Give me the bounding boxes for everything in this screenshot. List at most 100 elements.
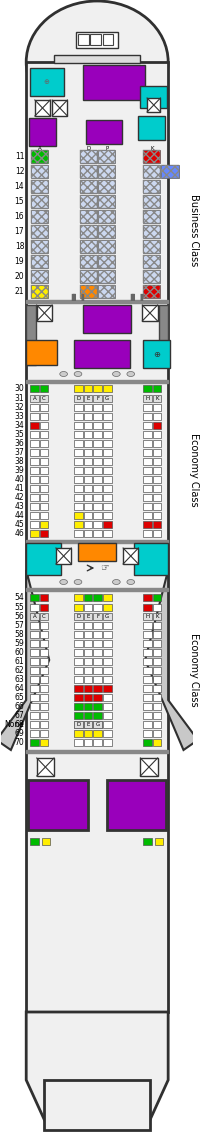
Text: 43: 43	[15, 502, 24, 511]
Ellipse shape	[113, 579, 120, 584]
Bar	[74, 404, 83, 411]
Bar	[74, 622, 83, 629]
Bar	[98, 150, 115, 163]
Bar	[30, 467, 39, 474]
Bar	[93, 512, 102, 519]
Bar	[143, 449, 152, 456]
Bar	[84, 440, 92, 447]
Bar	[93, 458, 102, 465]
Bar	[93, 703, 102, 710]
Bar	[98, 285, 115, 298]
Bar	[80, 210, 97, 223]
Bar	[143, 668, 152, 674]
Bar	[74, 668, 83, 674]
Bar	[143, 285, 160, 298]
Bar	[74, 721, 83, 728]
Bar	[143, 285, 160, 298]
Bar	[103, 739, 112, 747]
Text: E: E	[86, 614, 90, 619]
Bar	[153, 404, 161, 411]
Bar	[103, 385, 112, 392]
Bar	[143, 622, 152, 629]
Bar	[84, 640, 92, 647]
Bar	[84, 385, 92, 392]
Bar	[30, 721, 39, 728]
Bar	[26, 750, 168, 753]
Bar	[93, 404, 102, 411]
Text: 36: 36	[15, 439, 24, 448]
Bar	[74, 594, 83, 601]
Bar	[84, 503, 92, 510]
Bar	[93, 423, 102, 429]
Bar	[30, 404, 39, 411]
Bar	[98, 150, 115, 163]
Bar	[44, 1080, 150, 1130]
Bar	[143, 838, 152, 845]
Text: ⊕: ⊕	[153, 349, 160, 358]
Ellipse shape	[113, 371, 120, 377]
Bar	[74, 640, 83, 647]
Bar	[84, 413, 92, 420]
Bar	[40, 385, 48, 392]
Bar	[74, 440, 83, 447]
Bar	[103, 721, 112, 728]
Text: C: C	[42, 396, 46, 401]
Bar	[93, 440, 102, 447]
Bar	[37, 758, 54, 776]
Bar	[93, 721, 102, 728]
Bar	[98, 210, 115, 223]
Bar	[98, 180, 115, 194]
Bar	[74, 512, 83, 519]
Text: 15: 15	[15, 197, 24, 205]
Bar	[31, 210, 48, 223]
Bar	[93, 668, 102, 674]
Bar	[84, 404, 92, 411]
Text: K: K	[150, 145, 154, 150]
Bar	[138, 116, 165, 140]
Bar	[74, 385, 83, 392]
Bar	[84, 613, 92, 619]
Bar	[31, 150, 48, 163]
Text: E: E	[86, 396, 90, 401]
Bar	[84, 449, 92, 456]
Text: D: D	[76, 396, 81, 401]
Bar	[40, 467, 48, 474]
Bar	[74, 703, 83, 710]
Text: 17: 17	[15, 227, 24, 236]
Text: 41: 41	[15, 484, 24, 493]
Bar	[98, 270, 115, 283]
Bar	[84, 476, 92, 483]
Bar	[31, 180, 48, 194]
Text: D: D	[76, 722, 81, 727]
Text: 34: 34	[15, 421, 24, 431]
Text: 61: 61	[15, 657, 24, 666]
Bar	[143, 530, 152, 537]
Bar	[143, 226, 160, 238]
Bar	[80, 270, 97, 283]
Text: 68: 68	[15, 720, 24, 729]
Bar	[84, 703, 92, 710]
Bar	[143, 270, 160, 283]
Polygon shape	[0, 570, 49, 750]
Bar	[84, 668, 92, 674]
Bar	[93, 721, 102, 728]
Bar	[80, 165, 97, 177]
Bar	[74, 458, 83, 465]
Text: None: None	[4, 720, 24, 729]
Bar	[84, 395, 92, 402]
Bar	[143, 694, 152, 701]
Text: 37: 37	[15, 448, 24, 457]
Text: E: E	[86, 722, 90, 727]
Bar	[80, 165, 97, 177]
Bar	[103, 594, 112, 601]
Bar	[103, 685, 112, 692]
Bar	[103, 458, 112, 465]
Bar	[153, 649, 161, 656]
Bar	[93, 467, 102, 474]
Bar	[74, 423, 83, 429]
Text: 19: 19	[15, 256, 24, 266]
Bar	[93, 658, 102, 665]
Bar	[80, 195, 97, 208]
Bar	[155, 838, 163, 845]
Bar	[40, 458, 48, 465]
